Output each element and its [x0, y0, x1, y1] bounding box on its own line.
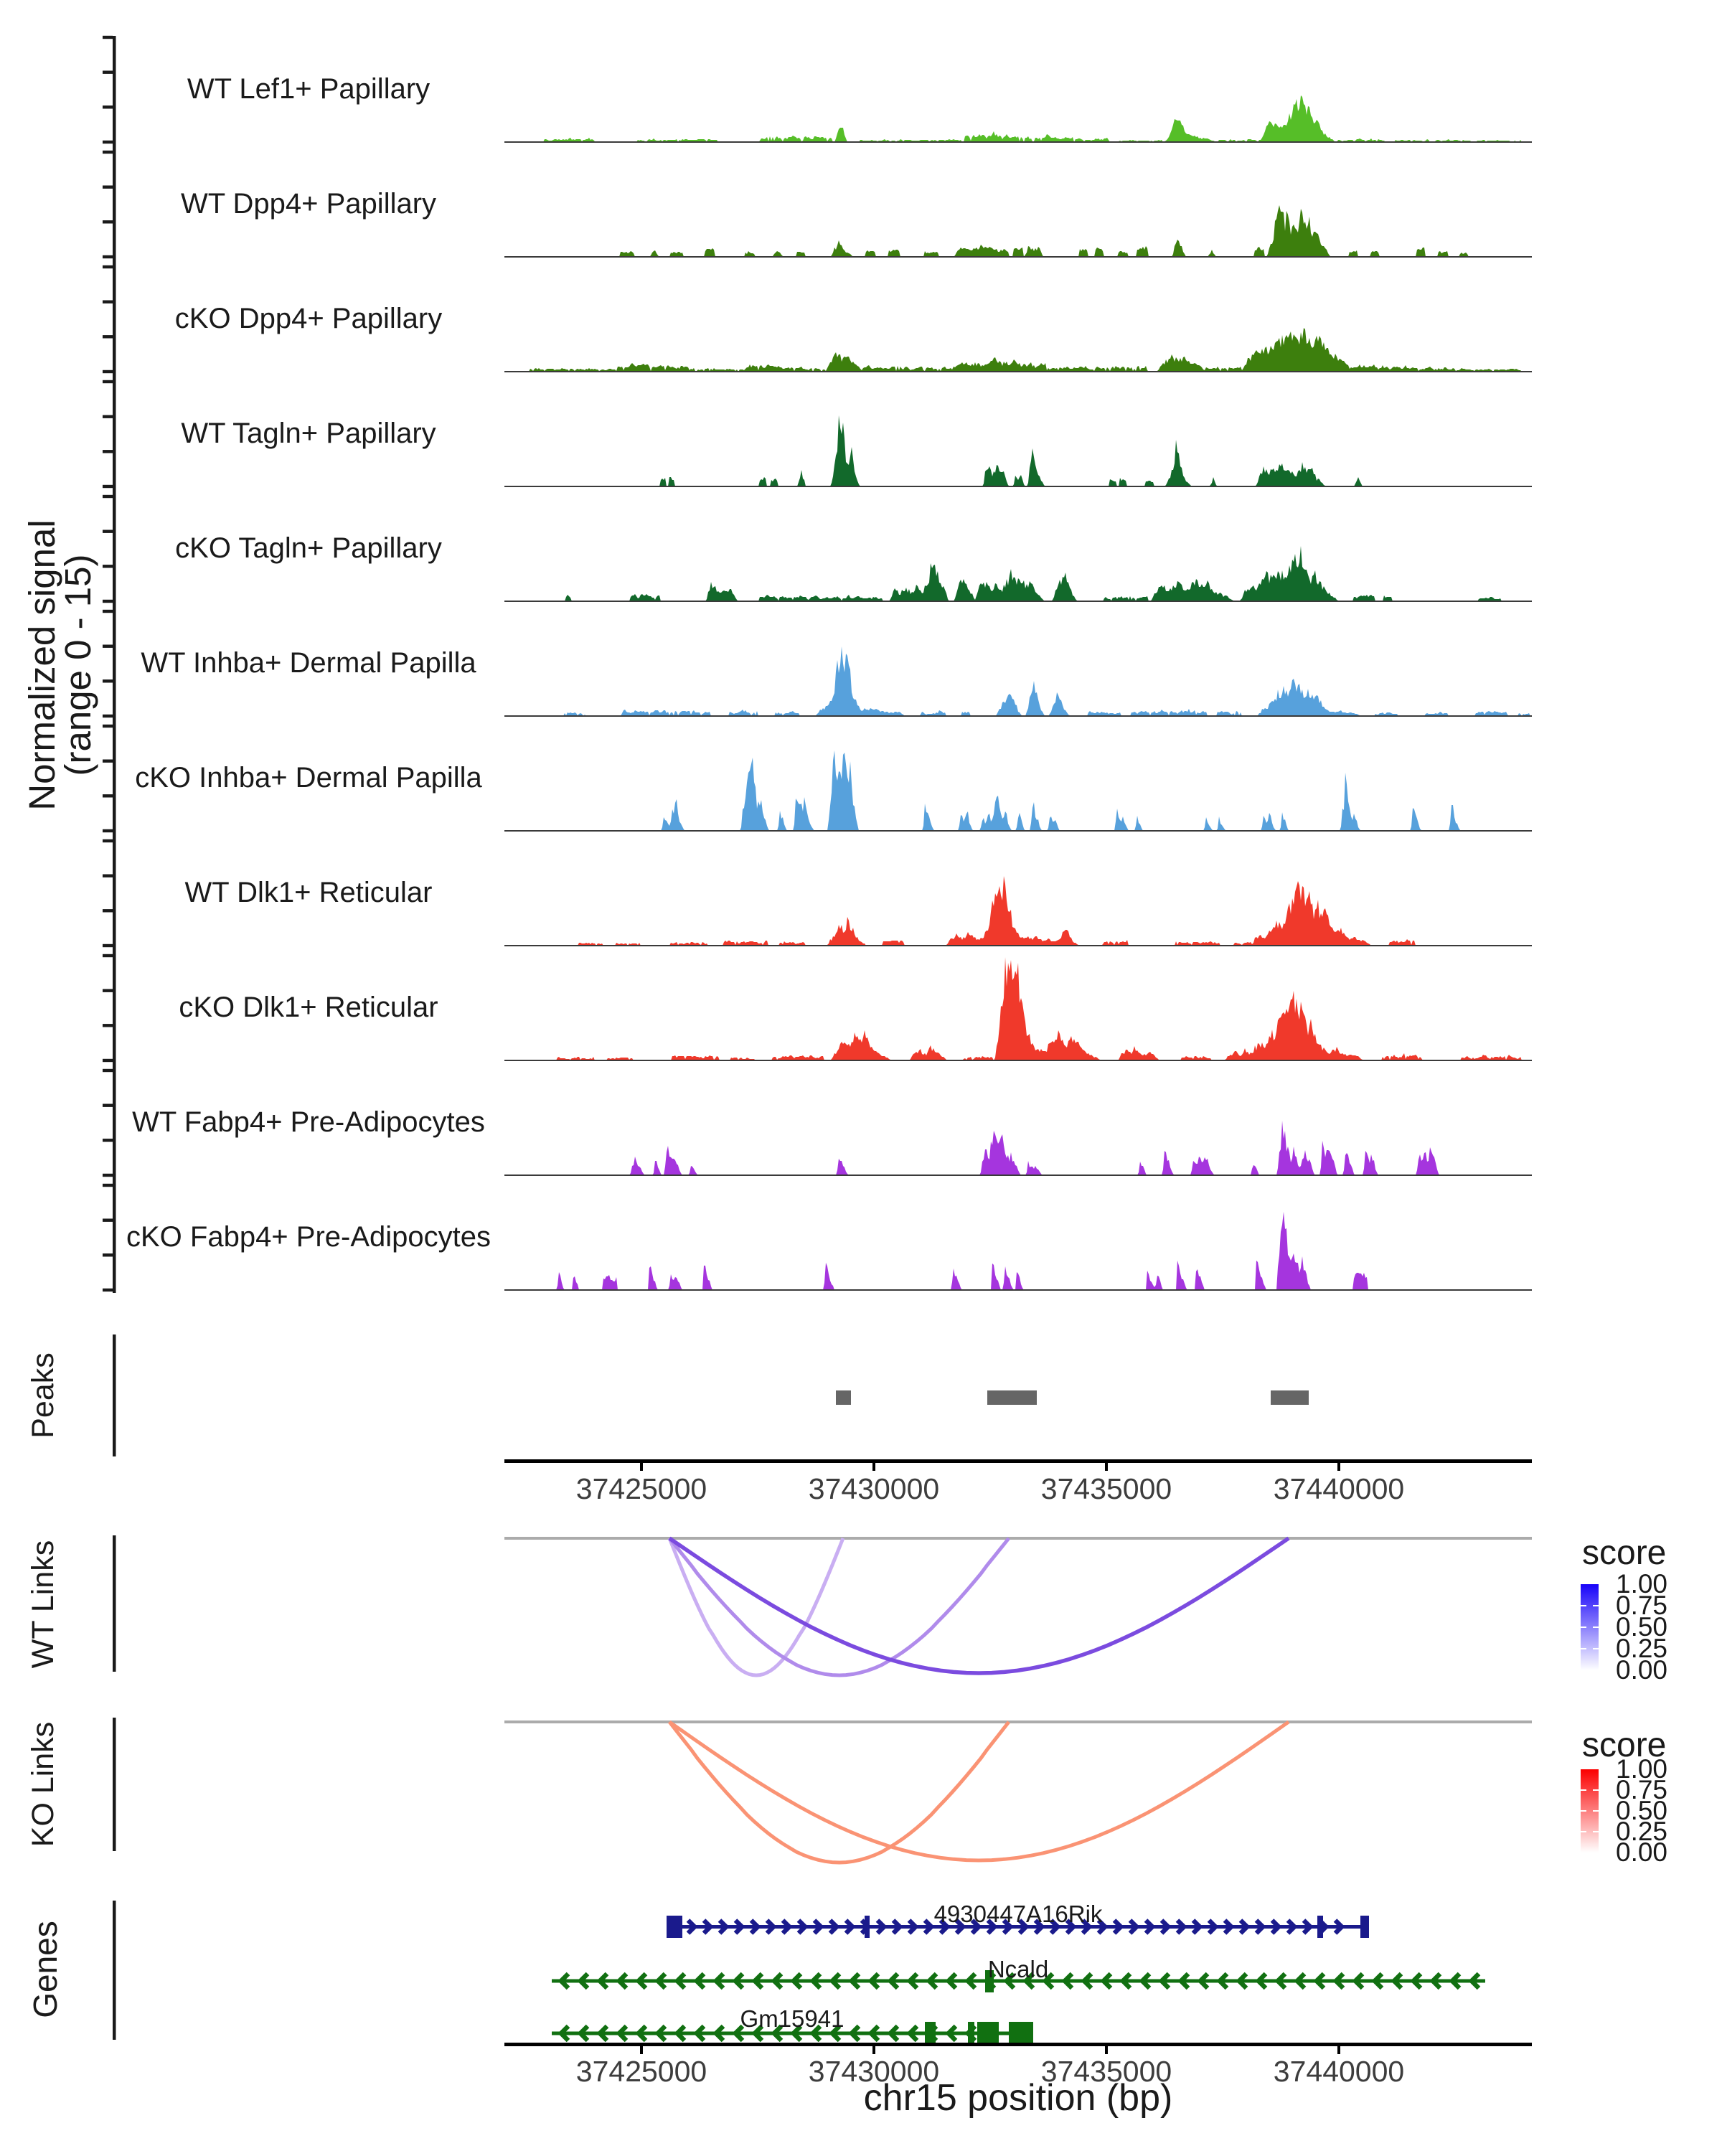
svg-text:WT Inhba+ Dermal Papilla: WT Inhba+ Dermal Papilla	[141, 647, 476, 679]
svg-text:37435000: 37435000	[1041, 2055, 1172, 2088]
svg-text:0.75: 0.75	[1616, 1591, 1667, 1620]
svg-text:cKO Inhba+ Dermal Papilla: cKO Inhba+ Dermal Papilla	[135, 762, 482, 794]
svg-text:Gm15941: Gm15941	[740, 2005, 844, 2032]
svg-text:0.25: 0.25	[1616, 1634, 1667, 1663]
svg-text:chr15 position (bp): chr15 position (bp)	[864, 2077, 1173, 2119]
svg-text:37435000: 37435000	[1041, 1472, 1172, 1505]
svg-text:WT Lef1+ Papillary: WT Lef1+ Papillary	[187, 73, 430, 105]
svg-text:37430000: 37430000	[809, 1472, 939, 1505]
svg-text:cKO Tagln+ Papillary: cKO Tagln+ Papillary	[175, 532, 442, 564]
svg-text:0.25: 0.25	[1616, 1817, 1667, 1846]
svg-text:1.00: 1.00	[1616, 1754, 1667, 1784]
svg-text:Normalized signal: Normalized signal	[22, 519, 62, 810]
svg-text:WT Fabp4+ Pre-Adipocytes: WT Fabp4+ Pre-Adipocytes	[132, 1106, 485, 1138]
svg-text:WT Tagln+ Papillary: WT Tagln+ Papillary	[181, 418, 436, 449]
svg-text:37440000: 37440000	[1274, 2055, 1404, 2088]
svg-text:4930447A16Rik: 4930447A16Rik	[934, 1901, 1103, 1927]
svg-text:KO Links: KO Links	[26, 1722, 60, 1847]
svg-text:WT Dlk1+ Reticular: WT Dlk1+ Reticular	[185, 877, 433, 908]
svg-text:cKO Fabp4+ Pre-Adipocytes: cKO Fabp4+ Pre-Adipocytes	[126, 1221, 491, 1253]
svg-text:Genes: Genes	[27, 1921, 64, 2018]
svg-text:score: score	[1582, 1534, 1666, 1572]
svg-text:Ncald: Ncald	[988, 1956, 1048, 1982]
svg-text:0.50: 0.50	[1616, 1796, 1667, 1825]
svg-text:0.75: 0.75	[1616, 1775, 1667, 1804]
svg-text:score: score	[1582, 1726, 1666, 1764]
svg-text:0.50: 0.50	[1616, 1612, 1667, 1642]
svg-text:1.00: 1.00	[1616, 1569, 1667, 1599]
svg-text:37425000: 37425000	[576, 1472, 707, 1505]
svg-text:0.00: 0.00	[1616, 1837, 1667, 1867]
svg-text:37430000: 37430000	[809, 2055, 939, 2088]
svg-text:cKO Dpp4+ Papillary: cKO Dpp4+ Papillary	[175, 303, 442, 334]
svg-text:cKO Dlk1+ Reticular: cKO Dlk1+ Reticular	[179, 992, 438, 1023]
svg-text:37425000: 37425000	[576, 2055, 707, 2088]
svg-text:37440000: 37440000	[1274, 1472, 1404, 1505]
svg-text:0.00: 0.00	[1616, 1655, 1667, 1685]
svg-text:WT Links: WT Links	[26, 1540, 60, 1668]
svg-text:Peaks: Peaks	[26, 1352, 60, 1439]
svg-text:WT Dpp4+ Papillary: WT Dpp4+ Papillary	[181, 188, 436, 220]
svg-text:(range 0 - 15): (range 0 - 15)	[57, 555, 98, 776]
